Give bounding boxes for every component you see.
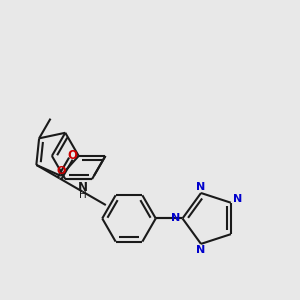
Text: O: O <box>68 148 77 162</box>
Text: H: H <box>79 190 86 200</box>
Text: N: N <box>171 213 181 224</box>
Text: N: N <box>196 182 206 192</box>
Text: N: N <box>196 245 206 255</box>
Text: N: N <box>233 194 242 204</box>
Text: O: O <box>56 167 65 176</box>
Text: N: N <box>78 181 88 194</box>
